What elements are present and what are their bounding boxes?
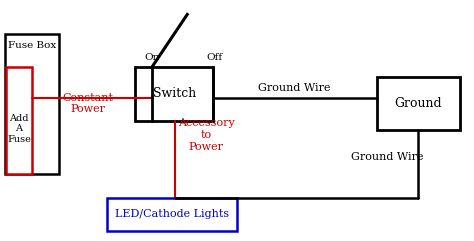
Bar xyxy=(6,67,32,174)
Text: Off: Off xyxy=(206,53,222,62)
Text: LED/Cathode Lights: LED/Cathode Lights xyxy=(115,209,228,220)
Text: Constant
Power: Constant Power xyxy=(62,93,113,114)
Bar xyxy=(107,198,237,231)
Text: Fuse Box: Fuse Box xyxy=(8,41,56,50)
Text: Ground Wire: Ground Wire xyxy=(258,83,330,93)
Text: Ground Wire: Ground Wire xyxy=(351,152,423,162)
Text: On: On xyxy=(145,53,160,62)
Text: Accessory
to
Power: Accessory to Power xyxy=(178,118,235,152)
Bar xyxy=(377,77,460,130)
Text: Ground: Ground xyxy=(394,97,442,110)
Text: Switch: Switch xyxy=(153,87,196,100)
Bar xyxy=(5,34,59,174)
Bar xyxy=(135,67,213,120)
Text: Add
A
Fuse: Add A Fuse xyxy=(7,114,31,144)
